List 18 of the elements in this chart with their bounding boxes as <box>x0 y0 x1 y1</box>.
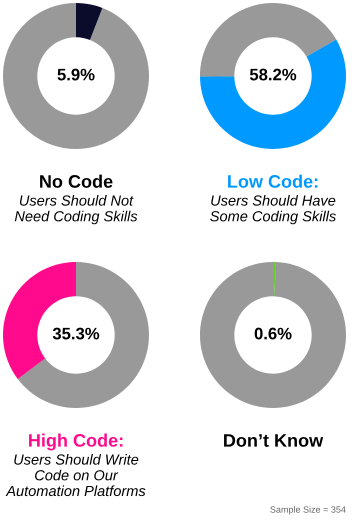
text: Low Code: <box>228 174 318 188</box>
text: Users Should Write Code on Our Automation Platforms <box>6 454 146 496</box>
donut-slice <box>3 3 149 149</box>
text: 35.3% <box>52 328 100 340</box>
text: Users Should Not Need Coding Skills <box>14 195 138 224</box>
donut-slice <box>200 262 346 408</box>
donut-slice <box>76 3 102 40</box>
text: 0.6% <box>254 328 292 340</box>
text: High Code: <box>29 434 122 450</box>
donut-slice <box>18 262 149 408</box>
text: Don’t Know <box>224 434 324 447</box>
text: 58.2% <box>250 68 296 80</box>
text: Sample Size = 354 <box>270 506 346 514</box>
text: 5.9% <box>58 68 95 80</box>
donut-slice <box>200 40 346 149</box>
text: Users Should Have Some Coding Skills <box>210 195 336 224</box>
text: No Code <box>40 174 112 188</box>
donut-slice <box>273 262 276 296</box>
